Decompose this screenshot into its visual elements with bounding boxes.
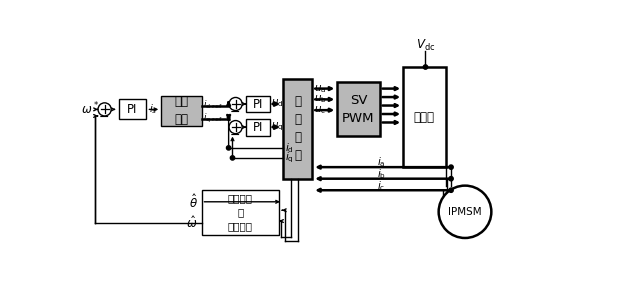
Text: −: −	[99, 111, 109, 124]
Text: 电流
控制: 电流 控制	[174, 95, 188, 127]
Text: $i_{\rm q\text{-}ref}$: $i_{\rm q\text{-}ref}$	[203, 112, 223, 125]
Circle shape	[449, 188, 453, 192]
Text: IPMSM: IPMSM	[448, 207, 482, 217]
Text: 转子位置
与
转速估算: 转子位置 与 转速估算	[228, 194, 253, 232]
Text: $u_{\rm d}$: $u_{\rm d}$	[272, 97, 284, 109]
Text: $V_{\rm dc}$: $V_{\rm dc}$	[416, 38, 435, 53]
Circle shape	[439, 186, 491, 238]
Text: −: −	[229, 129, 240, 142]
Text: $i_{\rm a}$: $i_{\rm a}$	[377, 156, 386, 169]
Bar	[202, 190, 279, 235]
Bar	[283, 79, 312, 179]
Text: PI: PI	[253, 120, 264, 133]
Text: 逆变器: 逆变器	[414, 111, 435, 124]
Bar	[118, 99, 146, 119]
Text: PI: PI	[253, 98, 264, 111]
Text: $i_{\rm b}$: $i_{\rm b}$	[377, 167, 386, 181]
Text: $u_{\rm b}$: $u_{\rm b}$	[314, 94, 327, 105]
Text: $i_{\rm s}$: $i_{\rm s}$	[149, 102, 157, 116]
Text: PI: PI	[127, 103, 138, 116]
Text: $i_{\rm c}$: $i_{\rm c}$	[377, 179, 386, 192]
Circle shape	[231, 156, 234, 160]
Text: $i_{\rm q}$: $i_{\rm q}$	[285, 151, 294, 165]
Text: $u_{\rm q}$: $u_{\rm q}$	[272, 120, 284, 133]
Text: $\hat{\theta}$: $\hat{\theta}$	[188, 193, 198, 211]
Circle shape	[449, 165, 453, 169]
Bar	[403, 67, 446, 167]
Circle shape	[423, 65, 428, 69]
Circle shape	[226, 146, 231, 150]
Text: 坐
标
变
换: 坐 标 变 换	[294, 95, 301, 162]
Circle shape	[98, 103, 111, 116]
Text: $\hat{\omega}$: $\hat{\omega}$	[187, 215, 198, 231]
Circle shape	[229, 120, 242, 134]
Text: $u_{\rm c}$: $u_{\rm c}$	[314, 104, 326, 116]
Circle shape	[449, 177, 453, 181]
Bar	[337, 82, 379, 136]
Text: SV
PWM: SV PWM	[342, 94, 374, 125]
Text: $\omega^*$: $\omega^*$	[81, 101, 99, 118]
Bar	[247, 95, 270, 112]
Bar	[247, 119, 270, 136]
Circle shape	[229, 98, 242, 111]
Text: $i_{\rm d\text{-}ref}$: $i_{\rm d\text{-}ref}$	[203, 98, 223, 111]
Text: $u_{\rm a}$: $u_{\rm a}$	[314, 83, 326, 95]
Text: −: −	[229, 106, 240, 119]
Bar	[161, 96, 202, 126]
Text: $i_{\rm d}$: $i_{\rm d}$	[285, 141, 294, 155]
